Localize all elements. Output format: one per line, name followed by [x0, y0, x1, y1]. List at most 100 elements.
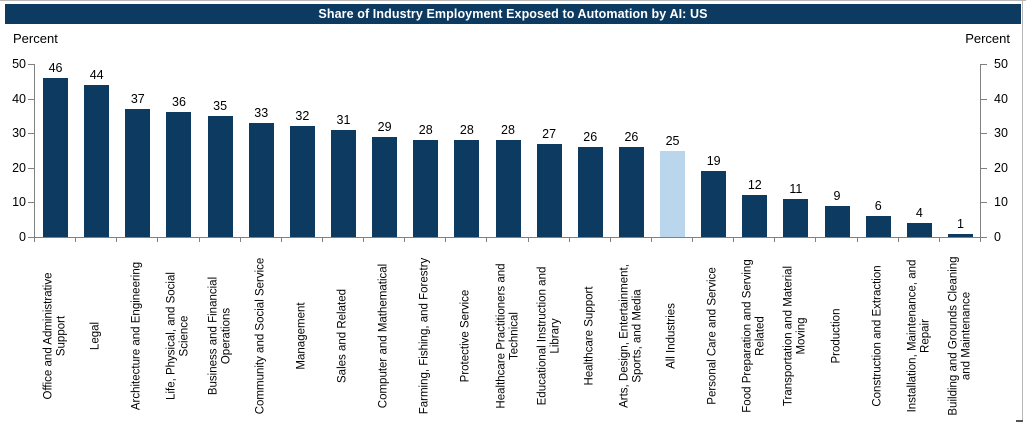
y-axis-left-tick-label: 0 — [19, 230, 26, 244]
category-label-text: Legal — [89, 321, 102, 350]
category-label-text: Sales and Related — [336, 288, 349, 383]
y-axis-left-tick — [28, 133, 34, 135]
bar — [289, 126, 315, 237]
x-axis-tick — [280, 238, 282, 242]
bar — [742, 195, 768, 237]
category-label: Healthcare Practitioners and Technical — [488, 242, 528, 429]
bar — [330, 129, 356, 237]
x-axis-tick — [980, 238, 981, 242]
category-label-text: Protective Service — [460, 289, 473, 382]
category-label: Sales and Related — [323, 242, 363, 429]
bar-value-label: 11 — [789, 181, 803, 196]
bar — [125, 108, 151, 237]
x-axis-tick — [198, 238, 200, 242]
category-label: Business and Financial Operations — [200, 242, 240, 429]
bar-value-label: 29 — [377, 119, 392, 134]
category-label-text: Healthcare Practitioners and Technical — [494, 262, 521, 409]
bar-value-label: 27 — [542, 126, 557, 141]
x-axis-tick — [774, 238, 776, 242]
bar — [947, 233, 973, 237]
bar — [43, 77, 69, 237]
bar-value-label: 9 — [833, 188, 841, 203]
chart-title-bar: Share of Industry Employment Exposed to … — [5, 4, 1021, 24]
x-axis-tick — [815, 238, 817, 242]
category-label-text: All Industries — [665, 302, 678, 369]
x-axis-tick — [363, 238, 365, 242]
frame-border-top — [0, 0, 1026, 1]
category-label: Arts, Design, Entertainment, Sports, and… — [611, 242, 651, 429]
bar — [248, 122, 274, 237]
x-axis-tick — [609, 238, 611, 242]
bar-value-label: 19 — [706, 154, 721, 169]
y-axis-left-tick — [28, 237, 34, 238]
category-label-text: Farming, Fishing, and Forestry — [418, 257, 431, 414]
x-axis-tick — [938, 238, 940, 242]
category-label-text: Construction and Extraction — [871, 264, 884, 407]
category-label-text: Educational Instruction and Library — [535, 266, 562, 405]
category-label: Community and Social Service — [241, 242, 281, 429]
category-label-text: Building and Grounds Cleaning and Mainte… — [946, 255, 973, 416]
category-label-text: Arts, Design, Entertainment, Sports, and… — [617, 263, 644, 408]
y-axis-right-tick — [981, 202, 987, 204]
category-label: Building and Grounds Cleaning and Mainte… — [940, 242, 980, 429]
y-axis-right-tick-label: 20 — [994, 160, 1008, 175]
bar — [495, 140, 521, 237]
bar-value-label: 37 — [130, 91, 145, 106]
bar-value-label: 36 — [172, 95, 186, 110]
y-axis-right-tick-label: 0 — [994, 230, 1001, 244]
y-axis-right — [980, 64, 981, 238]
x-axis-tick — [239, 238, 241, 242]
bar — [824, 205, 850, 237]
bar-value-label: 12 — [747, 178, 762, 193]
y-axis-right-tick — [981, 167, 987, 169]
x-axis-tick — [445, 238, 447, 242]
category-label: Production — [817, 242, 857, 429]
y-axis-left-tick — [28, 167, 34, 169]
category-label-text: Architecture and Engineering — [131, 261, 144, 410]
category-label: Architecture and Engineering — [118, 242, 158, 429]
category-label: Management — [282, 242, 322, 429]
x-axis-tick — [404, 238, 406, 242]
category-label-text: Personal Care and Service — [706, 266, 719, 405]
bar — [166, 112, 192, 237]
category-label-text: Life, Physical, and Social Science — [165, 271, 191, 400]
category-label-text: Business and Financial Operations — [206, 276, 233, 395]
y-axis-right-tick-label: 50 — [994, 57, 1008, 71]
x-axis-tick — [568, 238, 570, 242]
bar-value-label: 26 — [583, 130, 598, 145]
category-label: Farming, Fishing, and Forestry — [406, 242, 446, 429]
category-label: Transportation and Material Moving — [776, 242, 816, 429]
bar — [618, 147, 644, 237]
category-label-text: Office and Administrative Support — [42, 272, 68, 399]
y-axis-left-tick — [28, 202, 34, 204]
category-label: All Industries — [653, 242, 693, 429]
x-axis-tick — [856, 238, 858, 242]
bar-value-label: 28 — [418, 123, 433, 138]
category-label: Life, Physical, and Social Science — [159, 242, 199, 429]
x-axis-tick — [321, 238, 323, 242]
y-axis-right-tick — [981, 133, 987, 135]
bar — [413, 140, 439, 237]
bar-value-label: 1 — [956, 216, 964, 231]
bar-value-label: 26 — [624, 130, 639, 145]
category-label: Healthcare Support — [570, 242, 610, 429]
category-label-text: Healthcare Support — [583, 285, 596, 386]
category-label: Installation, Maintenance, and Repair — [899, 242, 939, 429]
y-axis-left-tick — [28, 98, 34, 100]
bar-highlighted — [660, 150, 686, 237]
x-axis-tick — [527, 238, 529, 242]
category-label: Protective Service — [447, 242, 487, 429]
frame-border-right — [1022, 0, 1023, 421]
category-label: Computer and Mathematical — [365, 242, 405, 429]
x-axis-tick — [650, 238, 652, 242]
y-axis-left-tick-label: 10 — [12, 195, 26, 210]
y-axis-right-tick — [981, 237, 987, 238]
bar — [701, 171, 727, 237]
chart-title: Share of Industry Employment Exposed to … — [318, 7, 708, 21]
y-axis-left-tick-label: 20 — [12, 160, 26, 175]
bar — [207, 115, 233, 237]
bar — [577, 147, 603, 237]
y-axis-right-tick-label: 30 — [994, 126, 1008, 141]
x-axis-tick — [34, 238, 35, 242]
